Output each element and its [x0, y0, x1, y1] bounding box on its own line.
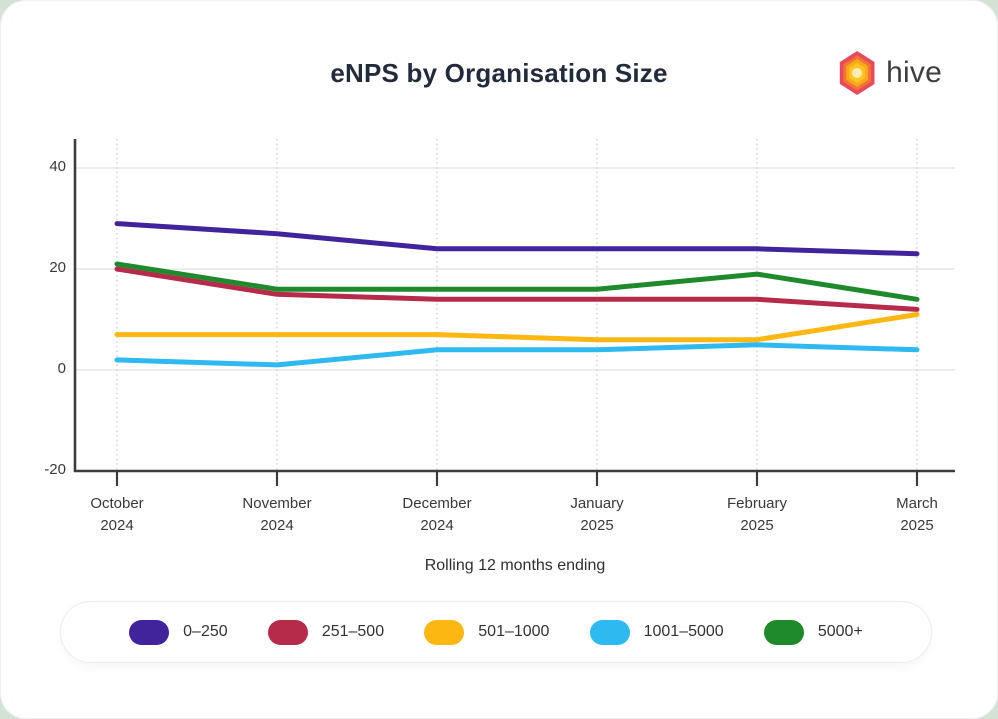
legend-label: 5000+: [817, 623, 863, 640]
legend-item: 251–500: [267, 619, 385, 645]
chart-title: eNPS by Organisation Size: [330, 58, 668, 88]
chart-legend: 0–250 251–500 501–1000 1001–5000 5000+: [60, 601, 932, 663]
hive-logo: hive: [836, 50, 942, 96]
legend-label: 1001–5000: [643, 623, 724, 640]
legend-item: 0–250: [129, 619, 228, 645]
series-line-5000+: [114, 261, 920, 302]
legend-swatch-icon: [589, 619, 630, 645]
legend-swatch-icon: [763, 619, 804, 645]
legend-item: 5000+: [763, 619, 863, 645]
x-axis-title: Rolling 12 months ending: [424, 557, 606, 574]
hive-hexagon-icon: [836, 50, 878, 96]
series-line-251-500: [114, 266, 920, 312]
series-line-0-250: [114, 221, 920, 257]
legend-swatch-icon: [267, 619, 308, 645]
hexagon-center-dot: [852, 68, 863, 78]
y-axis-tick-labels: 40 20 0 -20: [0, 0, 66, 719]
legend-label: 501–1000: [478, 623, 550, 640]
y-tick-label: 0: [57, 360, 66, 377]
legend-swatch-icon: [424, 619, 465, 645]
legend-label: 251–500: [321, 623, 385, 640]
legend-swatch-icon: [129, 619, 170, 645]
legend-label: 0–250: [183, 623, 228, 640]
brand-wordmark: hive: [886, 56, 942, 89]
legend-item: 1001–5000: [589, 619, 724, 645]
legend-item: 501–1000: [424, 619, 550, 645]
series-line-501-1000: [114, 312, 920, 343]
y-tick-label: -20: [44, 461, 66, 478]
y-tick-label: 40: [49, 158, 66, 175]
series-line-1001-5000: [114, 342, 920, 368]
y-tick-label: 20: [49, 259, 66, 276]
